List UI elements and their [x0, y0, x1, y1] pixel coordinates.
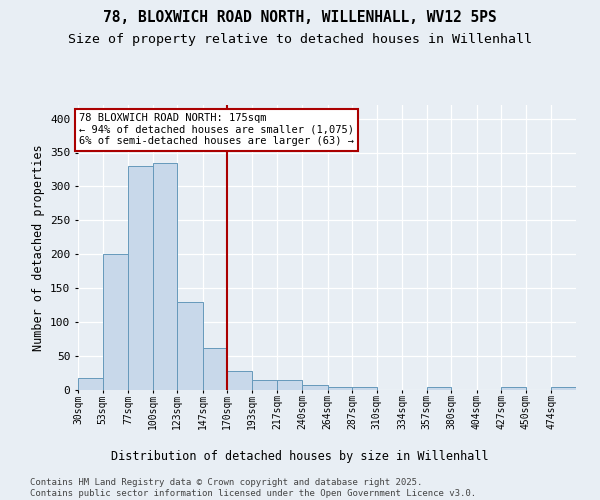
Y-axis label: Number of detached properties: Number of detached properties — [32, 144, 44, 351]
Bar — [78, 378, 103, 390]
Text: 78, BLOXWICH ROAD NORTH, WILLENHALL, WV12 5PS: 78, BLOXWICH ROAD NORTH, WILLENHALL, WV1… — [103, 10, 497, 25]
Bar — [277, 380, 302, 390]
Bar — [328, 388, 352, 390]
Bar — [352, 388, 377, 390]
Text: 78 BLOXWICH ROAD NORTH: 175sqm
← 94% of detached houses are smaller (1,075)
6% o: 78 BLOXWICH ROAD NORTH: 175sqm ← 94% of … — [79, 113, 354, 146]
Bar — [203, 348, 227, 390]
Bar — [152, 162, 177, 390]
Bar — [502, 388, 526, 390]
Bar — [427, 388, 451, 390]
Bar — [302, 385, 328, 390]
Bar — [551, 386, 576, 390]
Bar — [103, 254, 128, 390]
Bar — [177, 302, 203, 390]
Text: Size of property relative to detached houses in Willenhall: Size of property relative to detached ho… — [68, 32, 532, 46]
Bar — [252, 380, 277, 390]
Bar — [128, 166, 152, 390]
Bar — [227, 371, 252, 390]
Text: Distribution of detached houses by size in Willenhall: Distribution of detached houses by size … — [111, 450, 489, 463]
Text: Contains HM Land Registry data © Crown copyright and database right 2025.
Contai: Contains HM Land Registry data © Crown c… — [30, 478, 476, 498]
